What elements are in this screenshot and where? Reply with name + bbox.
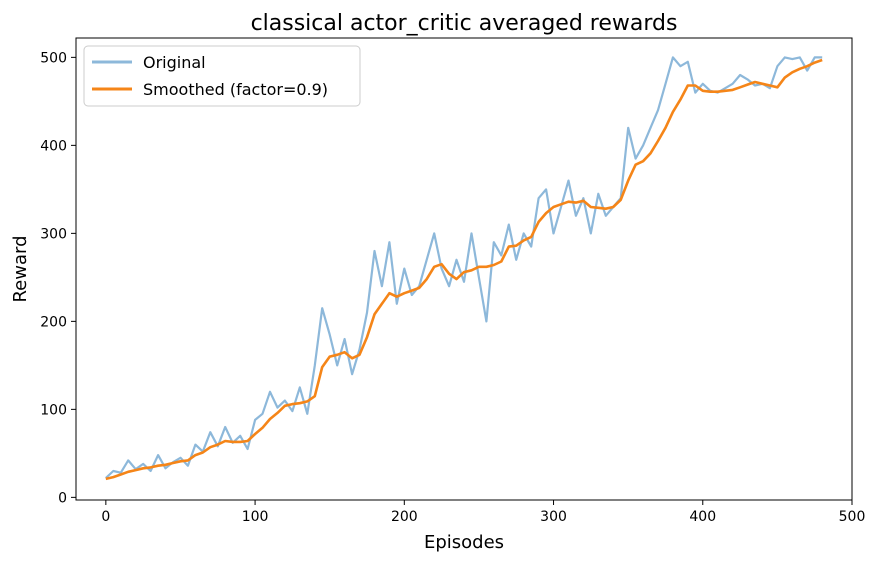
legend-label-original: Original xyxy=(143,53,206,72)
legend-label-smoothed: Smoothed (factor=0.9) xyxy=(143,80,328,99)
x-tick-label: 500 xyxy=(839,509,866,525)
y-tick-label: 0 xyxy=(58,490,67,506)
x-tick-label: 400 xyxy=(689,509,716,525)
y-axis-label: Reward xyxy=(10,235,31,302)
x-tick-label: 100 xyxy=(242,509,269,525)
y-tick-label: 500 xyxy=(40,50,67,66)
y-tick-label: 200 xyxy=(40,314,67,330)
x-tick-label: 0 xyxy=(101,509,110,525)
legend-box xyxy=(83,45,361,107)
y-tick-label: 300 xyxy=(40,226,67,242)
chart-title: classical actor_critic averaged rewards xyxy=(251,11,678,36)
x-axis: 0 100 200 300 400 500 xyxy=(101,500,865,525)
x-axis-label: Episodes xyxy=(424,532,504,553)
legend: Original Smoothed (factor=0.9) xyxy=(83,45,361,107)
plot-frame xyxy=(75,37,853,501)
plot-area xyxy=(75,37,853,501)
x-tick-label: 300 xyxy=(540,509,567,525)
y-axis: 0 100 200 300 400 500 xyxy=(40,50,76,506)
y-tick-label: 100 xyxy=(40,402,67,418)
x-tick-label: 200 xyxy=(391,509,418,525)
series-line-original xyxy=(105,56,823,479)
y-tick-label: 400 xyxy=(40,138,67,154)
series-layer xyxy=(105,56,823,481)
series-line-smoothed xyxy=(105,58,823,481)
